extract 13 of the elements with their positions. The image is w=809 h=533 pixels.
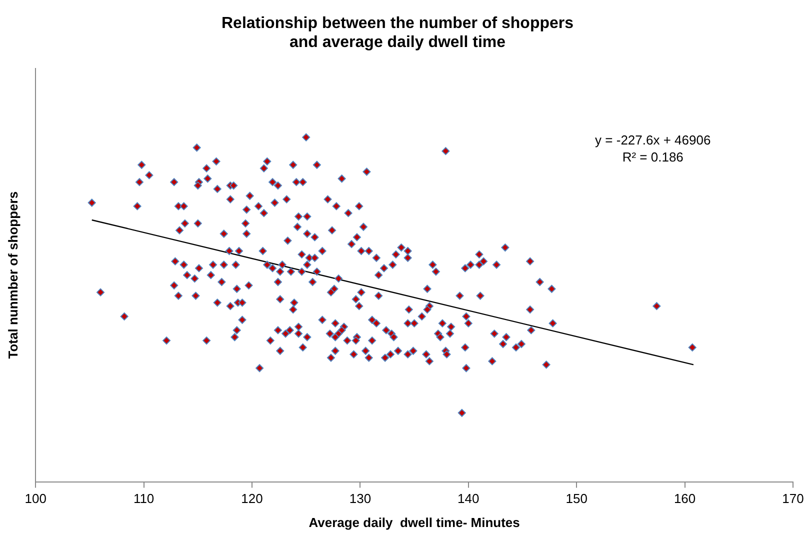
x-tick-label: 170: [782, 491, 804, 506]
annotation: y = -227.6x + 46906: [595, 132, 711, 148]
x-tick-label: 150: [566, 491, 588, 506]
chart-title: Relationship between the number of shoppers and average daily dwell time: [221, 15, 574, 52]
x-tick-label: 110: [133, 491, 154, 506]
x-tick-label: 160: [674, 491, 696, 506]
annotation: R² = 0.186: [622, 149, 684, 164]
x-axis-title: Average daily dwell time- Minutes: [308, 514, 520, 530]
x-tick-label: 130: [349, 491, 372, 506]
y-axis-title: Total nunmber of shoppers: [5, 191, 20, 359]
x-tick-label: 140: [458, 491, 480, 506]
x-tick-label: 100: [24, 491, 46, 506]
x-tick-label: 120: [241, 491, 263, 506]
